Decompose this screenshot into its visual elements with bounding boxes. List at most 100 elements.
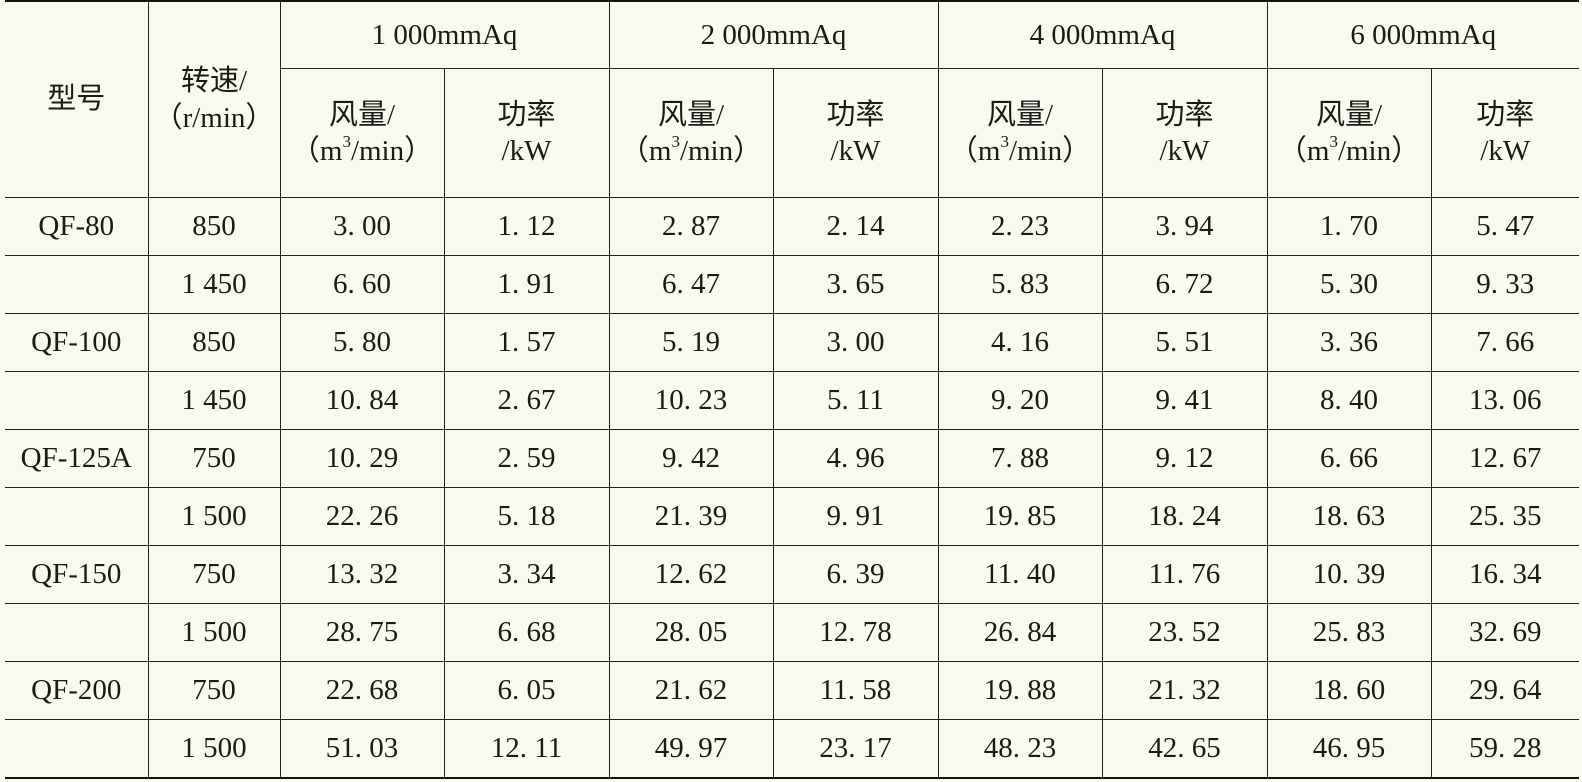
- cell-model: [5, 255, 149, 314]
- cell-airflow: 21. 62: [608, 661, 774, 720]
- cell-airflow: 19. 85: [937, 487, 1103, 546]
- table-row: 1 450 10. 84 2. 67 10. 23 5. 11 9. 20 9. 41 8. …: [5, 371, 1579, 430]
- cell-airflow: 3. 36: [1266, 313, 1432, 372]
- cell-power: 13. 06: [1430, 371, 1579, 430]
- cell-power: 9. 12: [1101, 429, 1268, 488]
- cell-model: [5, 487, 149, 546]
- cell-airflow: 12. 62: [608, 545, 774, 604]
- cell-airflow: 10. 29: [279, 429, 445, 488]
- cell-power: 11. 58: [772, 661, 939, 720]
- header-airflow-line2: （m3/min）: [939, 133, 1102, 169]
- header-power-line1: 功率: [1476, 98, 1535, 131]
- cell-speed: 850: [147, 197, 281, 256]
- cell-airflow: 11. 40: [937, 545, 1103, 604]
- cell-speed: 750: [147, 661, 281, 720]
- table-row: QF-100 850 5. 80 1. 57 5. 19 3. 00 4. 16 5. 51 3…: [5, 313, 1579, 372]
- cell-power: 6. 68: [443, 603, 610, 662]
- cell-power: 59. 28: [1430, 719, 1579, 779]
- cell-power: 6. 72: [1101, 255, 1268, 314]
- header-power: 功率/kW: [443, 68, 610, 198]
- header-speed-line1: 转速/: [180, 65, 248, 98]
- cell-power: 12. 11: [443, 719, 610, 779]
- cell-airflow: 3. 00: [279, 197, 445, 256]
- header-airflow-line1: 风量/: [1315, 98, 1383, 131]
- cell-airflow: 5. 19: [608, 313, 774, 372]
- cell-speed: 1 450: [147, 255, 281, 314]
- cell-airflow: 18. 60: [1266, 661, 1432, 720]
- header-airflow-line2: （m3/min）: [281, 133, 444, 169]
- table-row: QF-200 750 22. 68 6. 05 21. 62 11. 58 19. 88 21…: [5, 661, 1579, 720]
- cell-airflow: 25. 83: [1266, 603, 1432, 662]
- fan-performance-table-container: 型号 转速/ （r/min） 1 000mmAq 2 000mmAq 4 000…: [5, 0, 1579, 779]
- table-row: QF-80 850 3. 00 1. 12 2. 87 2. 14 2. 23 3. 94 1.…: [5, 197, 1579, 256]
- cell-airflow: 49. 97: [608, 719, 774, 779]
- header-airflow-unit-post: /min）: [1008, 135, 1092, 167]
- cell-model: QF-100: [5, 313, 149, 372]
- cell-model: QF-200: [5, 661, 149, 720]
- header-power-line1: 功率: [826, 98, 885, 131]
- cell-power: 3. 65: [772, 255, 939, 314]
- header-speed: 转速/ （r/min）: [147, 0, 281, 198]
- cell-speed: 750: [147, 429, 281, 488]
- header-airflow-line1: 风量/: [657, 98, 725, 131]
- header-airflow-line1: 风量/: [328, 98, 396, 131]
- cell-power: 5. 51: [1101, 313, 1268, 372]
- cell-power: 29. 64: [1430, 661, 1579, 720]
- cell-power: 32. 69: [1430, 603, 1579, 662]
- cell-airflow: 28. 05: [608, 603, 774, 662]
- cell-airflow: 7. 88: [937, 429, 1103, 488]
- header-airflow-unit-post: /min）: [679, 135, 763, 167]
- cell-airflow: 5. 83: [937, 255, 1103, 314]
- cell-power: 9. 91: [772, 487, 939, 546]
- cell-power: 9. 33: [1430, 255, 1579, 314]
- header-row-units: 风量/（m3/min） 功率/kW 风量/（m3/min） 功率/kW 风量/（m3/m…: [5, 68, 1579, 198]
- header-power-line1: 功率: [497, 98, 556, 131]
- header-airflow-unit-sup: 3: [671, 132, 680, 152]
- header-power-line1: 功率: [1155, 98, 1214, 131]
- header-airflow-line2: （m3/min）: [610, 133, 773, 169]
- cell-power: 2. 14: [772, 197, 939, 256]
- header-airflow-line2: （m3/min）: [1268, 133, 1431, 169]
- header-pressure-4000: 4 000mmAq: [937, 0, 1268, 69]
- cell-airflow: 2. 23: [937, 197, 1103, 256]
- cell-model: QF-150: [5, 545, 149, 604]
- header-airflow: 风量/（m3/min）: [608, 68, 774, 198]
- cell-airflow: 5. 80: [279, 313, 445, 372]
- header-airflow-line1: 风量/: [986, 98, 1054, 131]
- cell-power: 16. 34: [1430, 545, 1579, 604]
- cell-airflow: 48. 23: [937, 719, 1103, 779]
- cell-airflow: 19. 88: [937, 661, 1103, 720]
- table-row: QF-125A 750 10. 29 2. 59 9. 42 4. 96 7. 88 9. 1…: [5, 429, 1579, 488]
- cell-power: 1. 12: [443, 197, 610, 256]
- cell-airflow: 18. 63: [1266, 487, 1432, 546]
- header-airflow: 风量/（m3/min）: [937, 68, 1103, 198]
- cell-power: 7. 66: [1430, 313, 1579, 372]
- cell-airflow: 22. 26: [279, 487, 445, 546]
- cell-power: 9. 41: [1101, 371, 1268, 430]
- cell-model: QF-125A: [5, 429, 149, 488]
- header-power: 功率/kW: [1101, 68, 1268, 198]
- cell-airflow: 22. 68: [279, 661, 445, 720]
- cell-power: 6. 39: [772, 545, 939, 604]
- cell-power: 6. 05: [443, 661, 610, 720]
- header-airflow-unit-pre: （m: [290, 135, 343, 167]
- header-power-line2: /kW: [501, 135, 552, 167]
- cell-power: 1. 91: [443, 255, 610, 314]
- cell-airflow: 21. 39: [608, 487, 774, 546]
- header-airflow-unit-pre: （m: [1277, 135, 1330, 167]
- header-airflow-unit-post: /min）: [1337, 135, 1421, 167]
- cell-model: [5, 371, 149, 430]
- header-power-line2: /kW: [1480, 135, 1531, 167]
- cell-power: 23. 17: [772, 719, 939, 779]
- cell-airflow: 9. 20: [937, 371, 1103, 430]
- cell-speed: 1 450: [147, 371, 281, 430]
- cell-power: 18. 24: [1101, 487, 1268, 546]
- header-airflow-unit-sup: 3: [342, 132, 351, 152]
- header-airflow-unit-pre: （m: [619, 135, 672, 167]
- table-row: 1 500 28. 75 6. 68 28. 05 12. 78 26. 84 23. 52…: [5, 603, 1579, 662]
- cell-power: 5. 47: [1430, 197, 1579, 256]
- cell-power: 2. 67: [443, 371, 610, 430]
- cell-airflow: 13. 32: [279, 545, 445, 604]
- cell-power: 3. 94: [1101, 197, 1268, 256]
- table-row: 1 500 22. 26 5. 18 21. 39 9. 91 19. 85 18. 24 1…: [5, 487, 1579, 546]
